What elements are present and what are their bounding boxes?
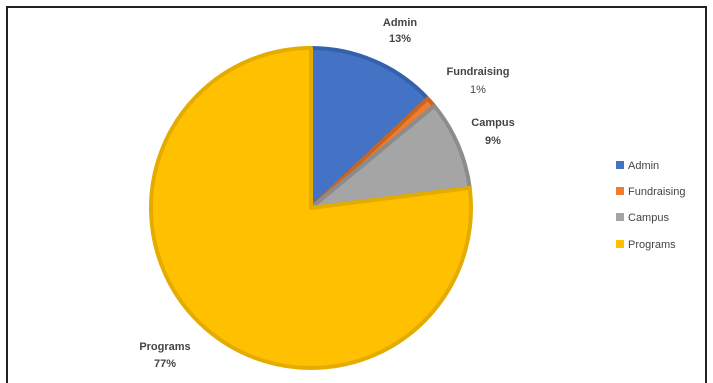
data-label-programs-value: 77% [154,358,176,370]
data-label-fundraising-value: 1% [470,84,486,96]
legend-label-fundraising: Fundraising [628,186,685,198]
data-label-programs: Programs 77% [139,341,190,370]
legend-item-admin: Admin [616,160,659,172]
pie-slices [149,46,473,370]
chart-legend: Admin Fundraising Campus Programs [616,160,685,251]
legend-swatch-admin [616,161,624,169]
legend-item-programs: Programs [616,239,676,251]
data-label-fundraising-name: Fundraising [447,66,510,78]
data-label-campus-value: 9% [485,135,501,147]
data-label-admin-value: 13% [389,33,411,45]
data-label-fundraising: Fundraising 1% [447,66,510,96]
data-label-campus: Campus 9% [471,117,514,147]
legend-item-campus: Campus [616,212,669,224]
data-label-admin-name: Admin [383,17,418,29]
legend-swatch-programs [616,240,624,248]
pie-slice-programs [149,46,473,370]
data-label-admin: Admin 13% [383,17,418,45]
pie-slice-admin [309,46,430,210]
legend-label-campus: Campus [628,212,669,224]
legend-item-fundraising: Fundraising [616,186,685,198]
legend-swatch-fundraising [616,187,624,195]
data-label-programs-name: Programs [139,341,190,353]
data-label-campus-name: Campus [471,117,514,129]
legend-swatch-campus [616,213,624,221]
legend-label-admin: Admin [628,160,659,172]
legend-label-programs: Programs [628,239,676,251]
